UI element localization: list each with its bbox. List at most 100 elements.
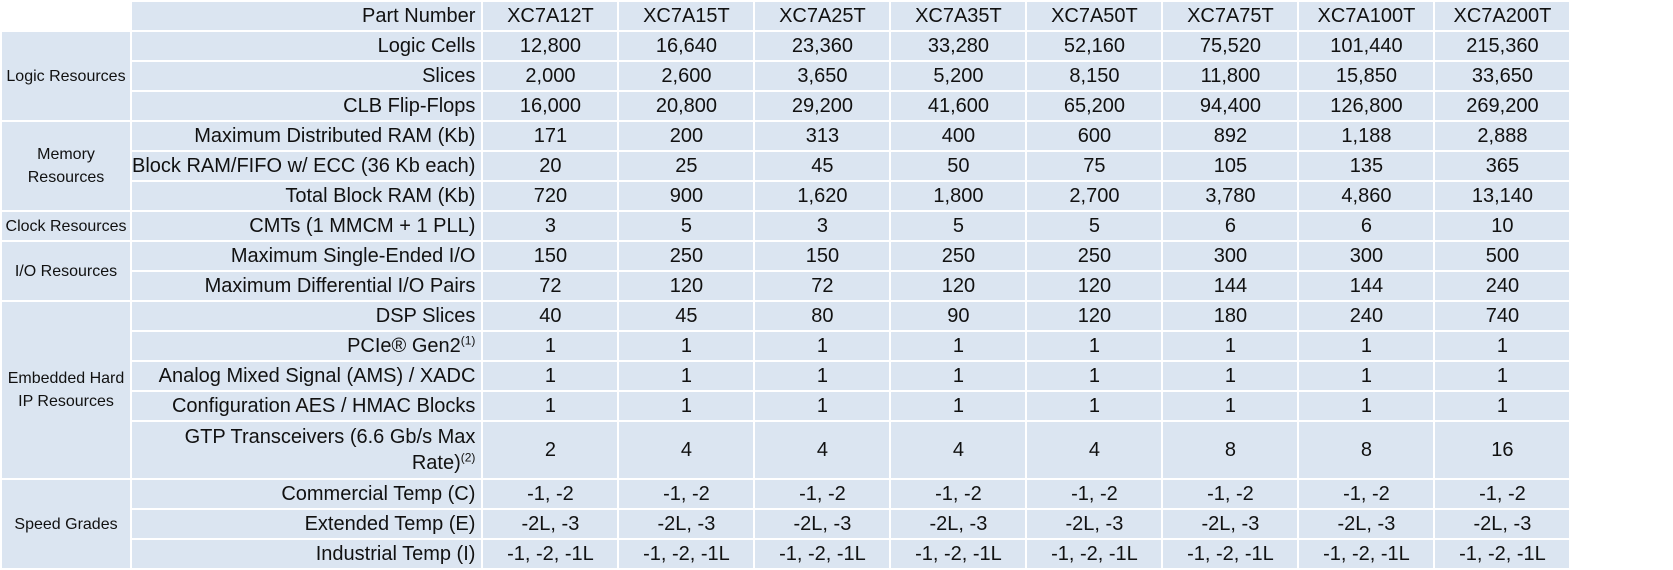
value-cell: -1, -2, -1L xyxy=(483,540,618,568)
value-cell: 16,640 xyxy=(619,32,754,60)
value-cell: -2L, -3 xyxy=(1299,510,1434,538)
value-cell: -2L, -3 xyxy=(483,510,618,538)
value-cell: -1, -2, -1L xyxy=(1299,540,1434,568)
value-cell: 150 xyxy=(483,242,618,270)
row-label: Logic Cells xyxy=(132,32,482,60)
value-cell: 1 xyxy=(619,362,754,390)
value-cell: 150 xyxy=(755,242,890,270)
row-label: Maximum Differential I/O Pairs xyxy=(132,272,482,300)
artix7-device-table: Part Number XC7A12T XC7A15T XC7A25T XC7A35T… xyxy=(2,2,1570,568)
value-cell: 365 xyxy=(1435,152,1570,180)
value-cell: 120 xyxy=(1027,272,1162,300)
value-cell: 1 xyxy=(619,392,754,420)
value-cell: -1, -2 xyxy=(1027,480,1162,508)
row-label: Total Block RAM (Kb) xyxy=(132,182,482,210)
value-cell: 1 xyxy=(891,332,1026,360)
table-row: Maximum Differential I/O Pairs 72 120 72 120… xyxy=(2,272,1570,300)
value-cell: 1 xyxy=(1435,332,1570,360)
row-label-text: Extended Temp (E) xyxy=(304,512,476,535)
value-cell: -1, -2 xyxy=(1299,480,1434,508)
value-cell: 3,780 xyxy=(1163,182,1298,210)
row-label: GTP Transceivers (6.6 Gb/s Max Rate)(2) xyxy=(132,422,482,478)
value-cell: 3,650 xyxy=(755,62,890,90)
value-cell: 892 xyxy=(1163,122,1298,150)
row-label-text: Configuration AES / HMAC Blocks xyxy=(171,394,476,417)
value-cell: -2L, -3 xyxy=(1163,510,1298,538)
value-cell: 720 xyxy=(483,182,618,210)
value-cell: 250 xyxy=(1027,242,1162,270)
value-cell: 120 xyxy=(619,272,754,300)
value-cell: -1, -2, -1L xyxy=(619,540,754,568)
row-label: Analog Mixed Signal (AMS) / XADC xyxy=(132,362,482,390)
value-cell: 144 xyxy=(1299,272,1434,300)
value-cell: 1 xyxy=(755,362,890,390)
part-number-header: XC7A100T xyxy=(1299,2,1434,30)
part-number-header: XC7A200T xyxy=(1435,2,1570,30)
part-number-header: XC7A15T xyxy=(619,2,754,30)
value-cell: 215,360 xyxy=(1435,32,1570,60)
corner-cell xyxy=(2,2,130,30)
value-cell: 240 xyxy=(1299,302,1434,330)
value-cell: 2,600 xyxy=(619,62,754,90)
row-label-text: Maximum Differential I/O Pairs xyxy=(204,274,476,297)
value-cell: 1 xyxy=(1027,392,1162,420)
value-cell: 75 xyxy=(1027,152,1162,180)
group-label: Logic Resources xyxy=(2,32,130,120)
header-row: Part Number XC7A12T XC7A15T XC7A25T XC7A35T… xyxy=(2,2,1570,30)
value-cell: 33,650 xyxy=(1435,62,1570,90)
row-label: CLB Flip-Flops xyxy=(132,92,482,120)
value-cell: 45 xyxy=(755,152,890,180)
value-cell: 90 xyxy=(891,302,1026,330)
row-label-text: GTP Transceivers (6.6 Gb/s Max Rate) xyxy=(184,426,476,474)
value-cell: 240 xyxy=(1435,272,1570,300)
value-cell: 10 xyxy=(1435,212,1570,240)
value-cell: 6 xyxy=(1299,212,1434,240)
part-number-header: XC7A35T xyxy=(891,2,1026,30)
value-cell: 5,200 xyxy=(891,62,1026,90)
value-cell: 29,200 xyxy=(755,92,890,120)
value-cell: -2L, -3 xyxy=(891,510,1026,538)
value-cell: -1, -2, -1L xyxy=(891,540,1026,568)
value-cell: 23,360 xyxy=(755,32,890,60)
value-cell: 600 xyxy=(1027,122,1162,150)
table-row: Analog Mixed Signal (AMS) / XADC 1 1 1 1 1 1 1 1 xyxy=(2,362,1570,390)
row-label-text: Slices xyxy=(422,64,476,87)
value-cell: 1 xyxy=(755,392,890,420)
value-cell: 126,800 xyxy=(1299,92,1434,120)
table-row: Industrial Temp (I) -1, -2, -1L -1, -2, -1… xyxy=(2,540,1570,568)
table-row: Speed Grades Commercial Temp (C) -1, -2 -1,… xyxy=(2,480,1570,568)
value-cell: 75,520 xyxy=(1163,32,1298,60)
value-cell: 20,800 xyxy=(619,92,754,120)
row-label-text: PCIe® Gen2 xyxy=(347,334,461,357)
value-cell: 1,188 xyxy=(1299,122,1434,150)
value-cell: -1, -2, -1L xyxy=(1163,540,1298,568)
part-number-header: XC7A50T xyxy=(1027,2,1162,30)
row-label-text: Block RAM/FIFO w/ ECC (36 Kb each) xyxy=(132,154,476,177)
row-label: DSP Slices xyxy=(132,302,482,330)
value-cell: -1, -2 xyxy=(1435,480,1570,508)
value-cell: 1 xyxy=(1027,362,1162,390)
part-number-label: Part Number xyxy=(132,2,482,30)
value-cell: 1 xyxy=(483,362,618,390)
value-cell: 269,200 xyxy=(1435,92,1570,120)
row-label: Slices xyxy=(132,62,482,90)
value-cell: 12,800 xyxy=(483,32,618,60)
value-cell: 8 xyxy=(1163,422,1298,478)
value-cell: 13,140 xyxy=(1435,182,1570,210)
table-row: Embedded Hard IP Resources DSP Slices 40 45… xyxy=(2,302,1570,478)
value-cell: 2,888 xyxy=(1435,122,1570,150)
value-cell: 1 xyxy=(1163,392,1298,420)
value-cell: 1,800 xyxy=(891,182,1026,210)
value-cell: -1, -2 xyxy=(755,480,890,508)
table-row: Memory Resources Maximum Distributed RAM … xyxy=(2,122,1570,210)
table-row: CLB Flip-Flops 16,000 20,800 29,200 41,600 65… xyxy=(2,92,1570,120)
value-cell: -2L, -3 xyxy=(619,510,754,538)
value-cell: 1 xyxy=(483,332,618,360)
value-cell: 40 xyxy=(483,302,618,330)
value-cell: 11,800 xyxy=(1163,62,1298,90)
row-label: Extended Temp (E) xyxy=(132,510,482,538)
value-cell: 101,440 xyxy=(1299,32,1434,60)
group-label: Embedded Hard IP Resources xyxy=(2,302,130,478)
value-cell: 16 xyxy=(1435,422,1570,478)
table-row: Block RAM/FIFO w/ ECC (36 Kb each) 20 25 45… xyxy=(2,152,1570,180)
